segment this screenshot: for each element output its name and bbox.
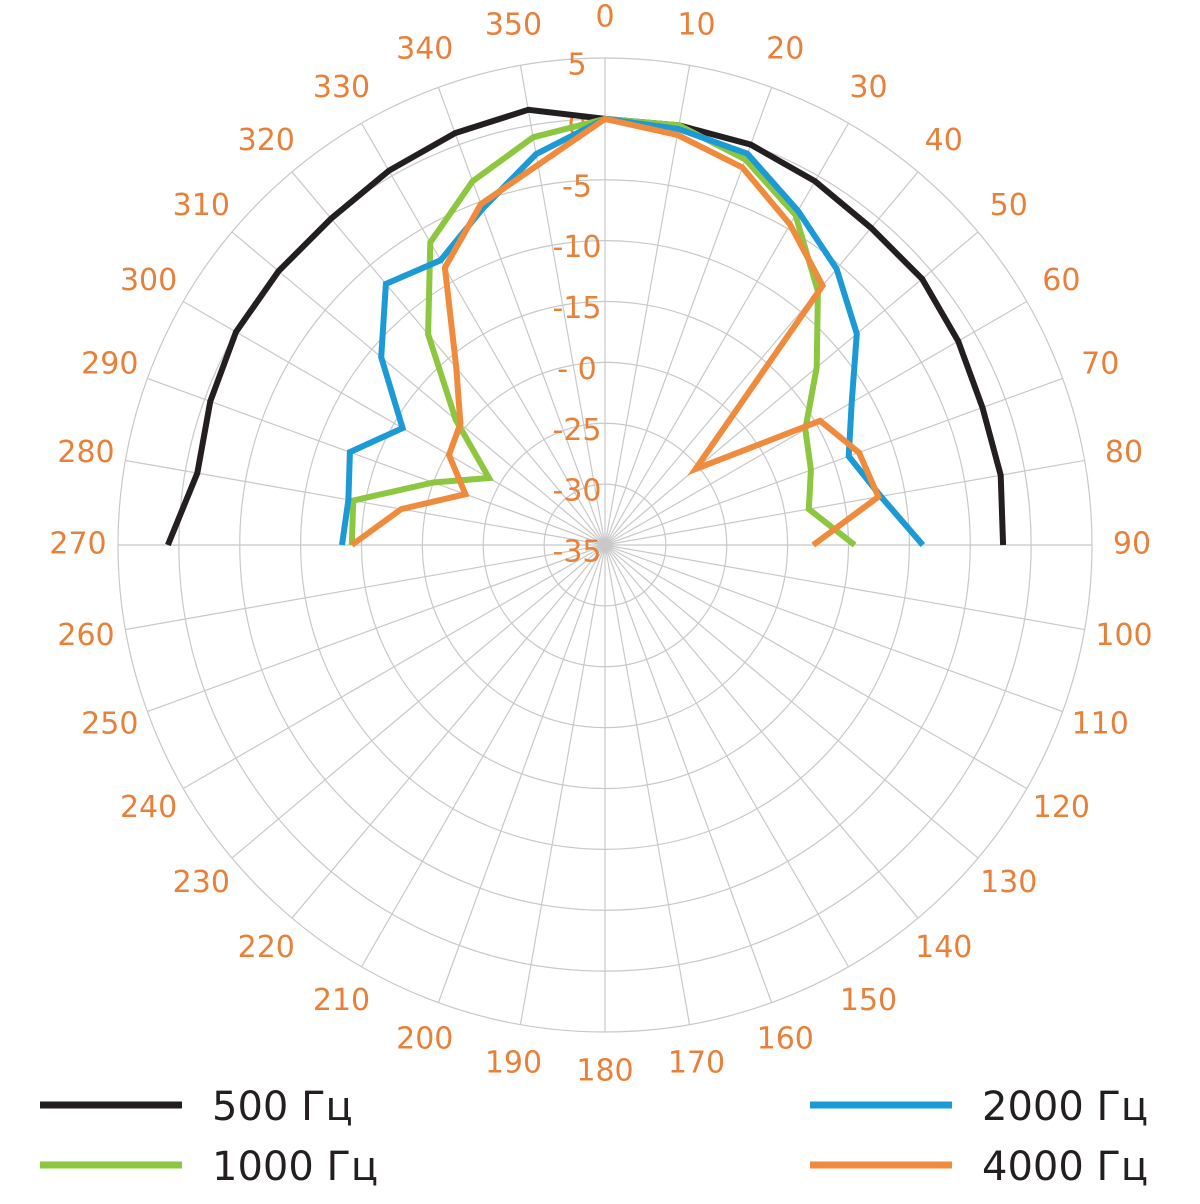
angle-tick-label: 340 bbox=[396, 31, 453, 66]
angle-tick-label: 230 bbox=[173, 865, 230, 900]
grid-spoke bbox=[360, 122, 606, 546]
radial-tick-label: - 0 bbox=[557, 352, 596, 387]
angle-tick-label: 180 bbox=[576, 1054, 633, 1089]
grid-spoke bbox=[437, 87, 606, 546]
grid-spoke bbox=[147, 377, 606, 546]
radial-tick-label: -35 bbox=[553, 535, 602, 570]
radial-tick-label: -10 bbox=[553, 230, 602, 265]
grid-spoke bbox=[182, 300, 606, 546]
grid-spoke bbox=[360, 544, 606, 968]
grid-spoke bbox=[604, 544, 850, 968]
grid-spoke bbox=[604, 87, 773, 546]
grid-spoke bbox=[519, 65, 606, 546]
grid-spoke bbox=[604, 65, 691, 546]
angle-tick-label: 220 bbox=[238, 930, 295, 965]
angle-tick-label: 40 bbox=[925, 123, 963, 158]
grid-spoke bbox=[231, 544, 606, 859]
grid-spoke bbox=[604, 459, 1085, 546]
grid-spoke bbox=[604, 544, 773, 1003]
legend-label: 2000 Гц bbox=[982, 1084, 1148, 1130]
angle-tick-label: 190 bbox=[485, 1045, 542, 1080]
angle-tick-label: 140 bbox=[915, 930, 972, 965]
grid-spoke bbox=[604, 544, 1063, 713]
grid-spoke bbox=[125, 544, 606, 631]
grid-spoke bbox=[604, 544, 1028, 790]
grid-spoke bbox=[147, 544, 606, 713]
grid-spoke bbox=[604, 544, 691, 1025]
angle-tick-label: 70 bbox=[1081, 346, 1119, 381]
radial-tick-label: 5 bbox=[567, 48, 586, 83]
angle-tick-label: 80 bbox=[1105, 435, 1143, 470]
grid-spoke bbox=[437, 544, 606, 1003]
radial-tick-label: -25 bbox=[553, 413, 602, 448]
grid-spoke bbox=[125, 459, 606, 546]
angle-tick-label: 90 bbox=[1113, 527, 1151, 562]
angle-tick-label: 150 bbox=[840, 983, 897, 1018]
radial-tick-label: -30 bbox=[553, 474, 602, 509]
grid-spoke bbox=[291, 544, 606, 919]
angle-tick-label: 170 bbox=[668, 1045, 725, 1080]
angle-tick-label: 330 bbox=[313, 70, 370, 105]
grid-spoke bbox=[604, 171, 919, 546]
angle-tick-label: 290 bbox=[81, 346, 138, 381]
angle-tick-label: 310 bbox=[173, 188, 230, 223]
angle-tick-label: 110 bbox=[1072, 707, 1129, 742]
grid-spoke bbox=[291, 171, 606, 546]
grid-spoke bbox=[604, 122, 850, 546]
angle-tick-label: 100 bbox=[1095, 618, 1152, 653]
angle-tick-label: 280 bbox=[57, 435, 114, 470]
legend-label: 500 Гц bbox=[212, 1084, 353, 1130]
grid-spoke bbox=[604, 544, 979, 859]
grid-spoke bbox=[519, 544, 606, 1025]
angle-tick-label: 250 bbox=[81, 707, 138, 742]
grid-spoke bbox=[604, 231, 979, 546]
angle-tick-label: 320 bbox=[238, 123, 295, 158]
angle-tick-label: 260 bbox=[57, 618, 114, 653]
angle-tick-label: 120 bbox=[1033, 790, 1090, 825]
series-line bbox=[350, 115, 883, 548]
radial-tick-label: -5 bbox=[562, 169, 592, 204]
legend-label: 1000 Гц bbox=[212, 1144, 378, 1190]
radial-tick-label: -15 bbox=[553, 291, 602, 326]
angle-tick-label: 350 bbox=[485, 8, 542, 43]
angle-tick-label: 200 bbox=[396, 1022, 453, 1057]
legend-label: 4000 Гц bbox=[982, 1144, 1148, 1190]
grid-spoke bbox=[182, 544, 606, 790]
angle-tick-label: 210 bbox=[313, 983, 370, 1018]
angle-tick-label: 20 bbox=[766, 31, 804, 66]
grid-spoke bbox=[604, 544, 1085, 631]
angle-tick-label: 10 bbox=[677, 8, 715, 43]
angle-tick-label: 0 bbox=[595, 0, 614, 35]
grid-spoke bbox=[604, 544, 919, 919]
grid-spoke bbox=[231, 231, 606, 546]
angle-tick-label: 300 bbox=[120, 263, 177, 298]
angle-tick-label: 160 bbox=[757, 1022, 814, 1057]
angle-tick-label: 130 bbox=[980, 865, 1037, 900]
angle-tick-label: 60 bbox=[1042, 263, 1080, 298]
angle-tick-label: 240 bbox=[120, 790, 177, 825]
angle-tick-label: 50 bbox=[990, 188, 1028, 223]
angle-tick-label: 270 bbox=[49, 527, 106, 562]
angle-tick-label: 30 bbox=[849, 70, 887, 105]
grid-spoke bbox=[604, 377, 1063, 546]
